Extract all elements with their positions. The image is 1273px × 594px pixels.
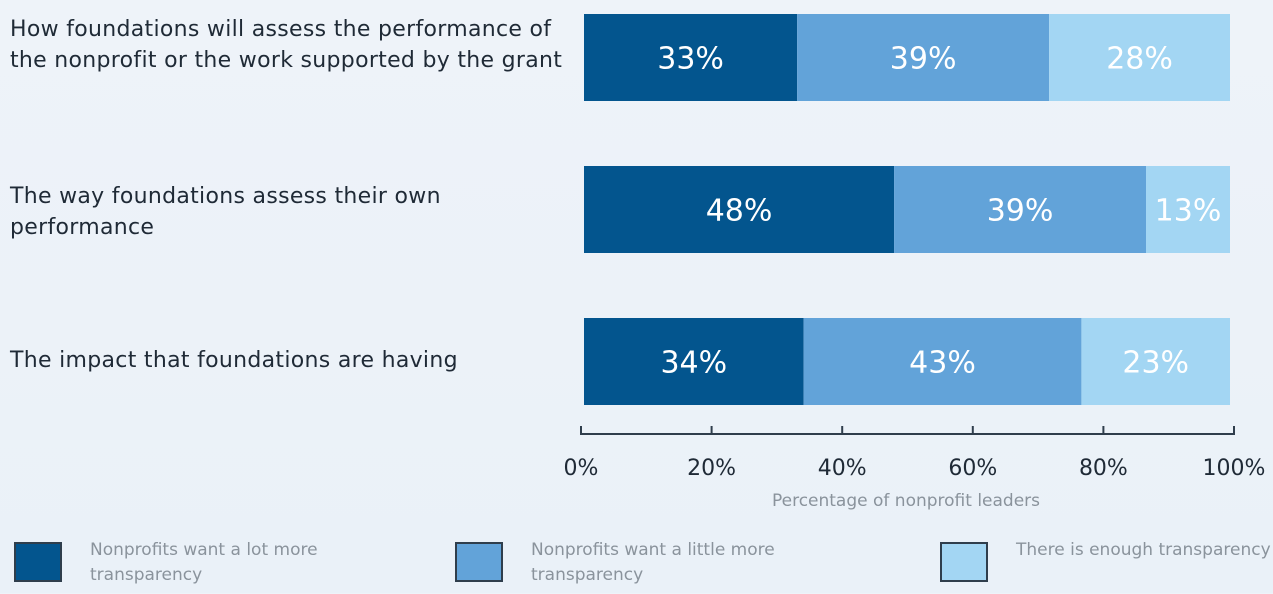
bar-segment bbox=[1049, 14, 1230, 101]
x-tick-label: 20% bbox=[687, 456, 736, 481]
bar-value-label: 13% bbox=[1155, 194, 1222, 229]
bar-segment bbox=[803, 318, 1082, 405]
legend-swatch bbox=[455, 542, 503, 582]
bar-value-label: 23% bbox=[1122, 346, 1189, 381]
x-tick-label: 100% bbox=[1203, 456, 1266, 481]
bar-value-label: 39% bbox=[890, 42, 957, 77]
bar-segment bbox=[1081, 318, 1230, 405]
bar-value-label: 28% bbox=[1106, 42, 1173, 77]
x-tick-label: 0% bbox=[564, 456, 599, 481]
legend-label: Nonprofits want a lot more transparency bbox=[90, 540, 318, 585]
bar-value-label: 33% bbox=[657, 42, 724, 77]
bar-segment bbox=[584, 166, 895, 253]
bar-segment bbox=[584, 318, 804, 405]
x-axis: 0% 20% 40% 60% 80% 100% bbox=[564, 426, 1266, 481]
bar-value-label: 43% bbox=[909, 346, 976, 381]
bar-segment bbox=[584, 14, 798, 101]
category-label: The way foundations assess their own per… bbox=[10, 184, 441, 240]
x-tick-label: 80% bbox=[1079, 456, 1128, 481]
legend-swatch bbox=[940, 542, 988, 582]
bar-segment bbox=[797, 14, 1050, 101]
x-tick-label: 60% bbox=[948, 456, 997, 481]
category-label: How foundations will assess the performa… bbox=[10, 17, 563, 73]
bar-value-label: 48% bbox=[706, 194, 773, 229]
legend-label: There is enough transparency bbox=[1016, 540, 1271, 560]
legend-label: Nonprofits want a little more transparen… bbox=[531, 540, 775, 585]
bars-group: 33% 39% 28% 48% 39% 13% 34% 43% 23% bbox=[584, 14, 1230, 405]
x-tick-label: 40% bbox=[818, 456, 867, 481]
bar-value-label: 39% bbox=[987, 194, 1054, 229]
bar-segment bbox=[1146, 166, 1230, 253]
x-axis-title: Percentage of nonprofit leaders bbox=[772, 491, 1040, 511]
bar-segment bbox=[894, 166, 1147, 253]
legend-swatch bbox=[14, 542, 62, 582]
category-label: The impact that foundations are having bbox=[10, 348, 458, 373]
bar-value-label: 34% bbox=[660, 346, 727, 381]
